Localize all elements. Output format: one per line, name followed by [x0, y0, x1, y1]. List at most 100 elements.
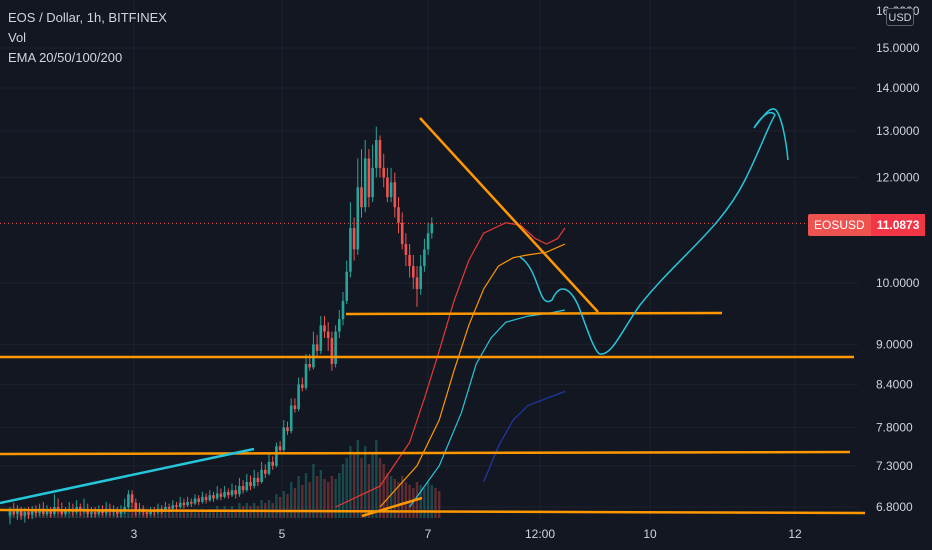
volume-bar: [364, 446, 367, 518]
candle-body: [341, 300, 345, 320]
volume-bar: [197, 512, 200, 518]
volume-bar: [171, 512, 174, 518]
short-trendline[interactable]: [361, 496, 423, 518]
candle-body: [215, 493, 219, 499]
candle-body: [400, 222, 404, 244]
volume-bar: [290, 482, 293, 518]
candle-body: [371, 167, 374, 198]
candle-body: [30, 510, 34, 515]
candle-body: [167, 507, 171, 509]
candle-body: [404, 243, 408, 255]
cyan-trendline[interactable]: [0, 447, 255, 505]
candle-body: [149, 510, 152, 514]
candle-body: [308, 364, 311, 368]
time-tick-label: 3: [131, 527, 138, 541]
candle-body: [190, 501, 193, 504]
breakout-level-line[interactable]: [345, 311, 723, 316]
volume-bar: [167, 509, 171, 518]
candle-body: [123, 507, 126, 512]
candle-body: [363, 158, 367, 208]
candle-body: [293, 405, 297, 410]
candle-body: [116, 510, 119, 514]
ema-legend[interactable]: EMA 20/50/100/200: [8, 50, 123, 65]
candle-body: [175, 505, 178, 507]
candle-body: [204, 496, 208, 501]
volume-bar: [193, 509, 197, 518]
candle-body: [326, 331, 330, 338]
candle-body: [230, 490, 234, 496]
candle-body: [260, 469, 263, 482]
candle-body: [193, 498, 197, 504]
volume-bar: [371, 452, 374, 518]
volume-bar: [201, 509, 204, 518]
volume-bar: [212, 509, 215, 518]
candle-body: [186, 501, 189, 506]
support-line-7-4[interactable]: [0, 450, 851, 456]
volume-bar: [327, 482, 330, 518]
candle-body: [201, 496, 204, 502]
candle-body: [345, 271, 348, 301]
price-tag-value: 11.0873: [870, 214, 926, 236]
candle-body: [238, 486, 241, 495]
legend: EOS / Dollar, 1h, BITFINEX Vol EMA 20/50…: [8, 8, 167, 68]
ema-20-line: [335, 222, 566, 508]
candle-body: [393, 182, 397, 208]
volume-bar: [293, 488, 297, 518]
candle-body: [223, 491, 226, 497]
volume-bar: [208, 509, 211, 518]
candle-body: [34, 510, 38, 514]
candle-body: [330, 337, 334, 365]
candle-body: [386, 177, 389, 198]
volume-bar: [401, 476, 404, 518]
time-tick-label: 5: [279, 527, 286, 541]
volume-bar: [349, 446, 352, 518]
projected-path[interactable]: [519, 108, 789, 355]
candle-body: [289, 405, 293, 432]
time-tick-label: 10: [643, 527, 657, 541]
candle-body: [334, 331, 337, 365]
time-axis[interactable]: [0, 520, 858, 550]
volume-bar: [345, 458, 348, 518]
candle-body: [286, 427, 289, 432]
candle-body: [360, 187, 363, 208]
candle-body: [252, 477, 256, 487]
volume-bar: [404, 482, 408, 518]
volume-bar: [278, 497, 282, 518]
candle-body: [60, 510, 64, 514]
ema-200-line: [483, 390, 566, 483]
volume-bar: [301, 485, 304, 518]
volume-legend[interactable]: Vol: [8, 30, 27, 45]
volume-bar: [164, 512, 167, 518]
candle-body: [245, 481, 249, 491]
candle-body: [267, 461, 271, 474]
candle-body: [297, 384, 300, 410]
support-line-6-8[interactable]: [0, 508, 866, 515]
volume-bar: [282, 491, 285, 518]
time-tick-label: 12: [788, 527, 802, 541]
volume-bar: [382, 464, 385, 518]
candle-body: [378, 140, 382, 168]
candle-body: [412, 266, 415, 278]
candle-body: [219, 493, 223, 497]
volume-bar: [419, 485, 422, 518]
currency-button[interactable]: USD: [886, 8, 914, 26]
volume-bar: [275, 494, 278, 518]
candle-body: [8, 511, 12, 516]
candle-body: [278, 446, 282, 451]
candle-body: [234, 490, 237, 495]
time-tick-label: 12:00: [525, 527, 555, 541]
volume-bar: [182, 512, 186, 518]
descending-trendline[interactable]: [419, 117, 599, 313]
price-tick-label: 13.0000: [876, 124, 920, 138]
volume-bar: [412, 488, 415, 518]
volume-bar: [330, 476, 334, 518]
volume-bar: [338, 473, 341, 518]
candle-body: [12, 511, 15, 514]
price-axis[interactable]: [858, 0, 932, 550]
symbol-legend[interactable]: EOS / Dollar, 1h, BITFINEX: [8, 10, 167, 25]
candle-body: [389, 182, 393, 198]
candle-body: [338, 319, 341, 332]
price-tick-label: 15.0000: [876, 41, 920, 55]
